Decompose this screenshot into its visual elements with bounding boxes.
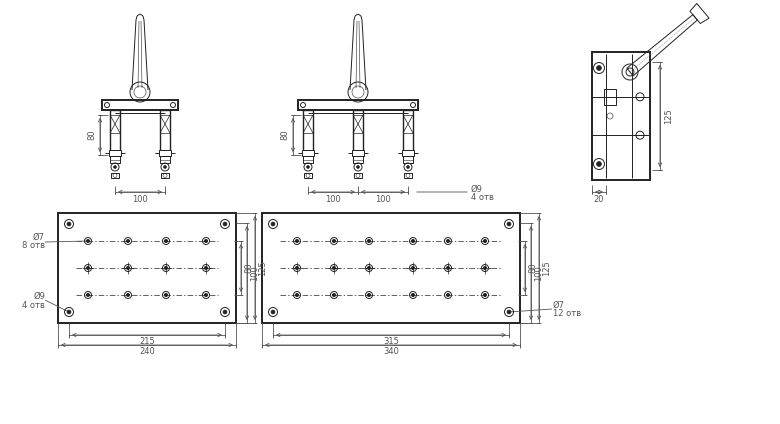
Circle shape — [165, 267, 168, 270]
Circle shape — [204, 267, 207, 270]
Text: 240: 240 — [139, 348, 155, 357]
Bar — [402, 150, 414, 156]
Circle shape — [204, 293, 207, 296]
Bar — [353, 156, 363, 163]
Circle shape — [412, 240, 414, 243]
Text: 315: 315 — [383, 338, 399, 346]
Bar — [353, 115, 363, 133]
Circle shape — [296, 240, 299, 243]
Circle shape — [484, 240, 487, 243]
Circle shape — [484, 267, 487, 270]
Text: 100: 100 — [132, 195, 148, 204]
Bar — [102, 100, 178, 110]
Circle shape — [446, 267, 449, 270]
Circle shape — [332, 240, 335, 243]
Text: 4 отв: 4 отв — [471, 192, 494, 201]
Circle shape — [597, 65, 601, 70]
Text: 80: 80 — [529, 263, 537, 273]
Text: 215: 215 — [139, 338, 155, 346]
Bar — [109, 150, 121, 156]
Circle shape — [507, 310, 511, 314]
Circle shape — [126, 267, 129, 270]
Bar — [160, 115, 170, 133]
Text: Ø7: Ø7 — [33, 232, 45, 242]
Circle shape — [367, 293, 370, 296]
Text: 12 отв: 12 отв — [553, 310, 581, 318]
Text: 4 отв: 4 отв — [22, 301, 45, 310]
Text: 80: 80 — [281, 130, 289, 140]
Text: Ø9: Ø9 — [33, 292, 45, 301]
Bar — [159, 150, 171, 156]
Circle shape — [597, 162, 601, 167]
Bar — [403, 115, 413, 133]
Text: 125: 125 — [258, 260, 268, 276]
Bar — [304, 173, 312, 178]
Circle shape — [412, 267, 414, 270]
Circle shape — [87, 293, 90, 296]
Circle shape — [271, 222, 275, 226]
Bar — [303, 156, 313, 163]
Bar — [160, 156, 170, 163]
Circle shape — [87, 267, 90, 270]
Circle shape — [87, 240, 90, 243]
Bar — [604, 89, 616, 105]
Bar — [110, 156, 120, 163]
Circle shape — [367, 240, 370, 243]
Circle shape — [165, 240, 168, 243]
Text: 100: 100 — [375, 195, 391, 204]
Bar — [110, 115, 120, 133]
Text: 20: 20 — [594, 195, 604, 204]
Bar — [302, 150, 314, 156]
Circle shape — [367, 267, 370, 270]
Text: 100: 100 — [250, 265, 260, 281]
Text: Ø9: Ø9 — [471, 184, 483, 193]
Circle shape — [126, 293, 129, 296]
Text: 8 отв: 8 отв — [22, 242, 45, 251]
Circle shape — [223, 222, 227, 226]
Circle shape — [356, 165, 360, 168]
Circle shape — [164, 165, 166, 168]
Circle shape — [296, 267, 299, 270]
Circle shape — [484, 293, 487, 296]
Circle shape — [165, 293, 168, 296]
Bar — [403, 156, 413, 163]
Circle shape — [332, 267, 335, 270]
Text: 125: 125 — [543, 260, 551, 276]
Bar — [354, 173, 362, 178]
Circle shape — [114, 165, 116, 168]
Circle shape — [507, 222, 511, 226]
Text: 125: 125 — [665, 108, 673, 124]
Text: 80: 80 — [244, 263, 254, 273]
Bar — [352, 150, 364, 156]
Text: Ø7: Ø7 — [553, 301, 565, 310]
Circle shape — [67, 310, 71, 314]
Circle shape — [67, 222, 71, 226]
Text: 100: 100 — [325, 195, 341, 204]
Bar — [161, 173, 169, 178]
Circle shape — [271, 310, 275, 314]
Text: 100: 100 — [534, 265, 544, 281]
Circle shape — [412, 293, 414, 296]
Bar — [298, 100, 418, 110]
Bar — [111, 173, 119, 178]
Bar — [592, 52, 650, 180]
Circle shape — [204, 240, 207, 243]
Circle shape — [307, 165, 310, 168]
Circle shape — [446, 240, 449, 243]
Text: 80: 80 — [87, 130, 97, 140]
Circle shape — [296, 293, 299, 296]
Bar — [404, 173, 412, 178]
Circle shape — [446, 293, 449, 296]
Bar — [58, 213, 236, 323]
Text: 340: 340 — [383, 348, 399, 357]
Circle shape — [223, 310, 227, 314]
Circle shape — [406, 165, 410, 168]
Circle shape — [126, 240, 129, 243]
Bar — [262, 213, 520, 323]
Bar — [303, 115, 313, 133]
Circle shape — [332, 293, 335, 296]
